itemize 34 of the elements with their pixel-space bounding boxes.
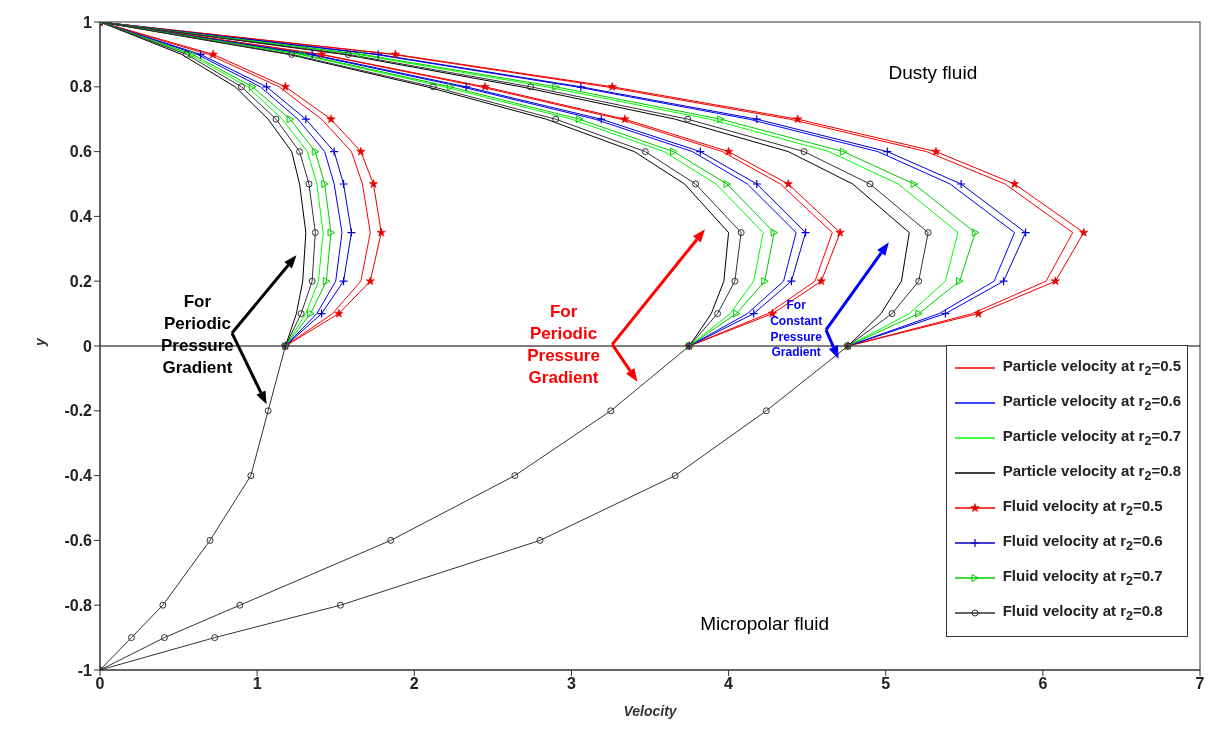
- y-tick-label: -0.2: [64, 402, 93, 420]
- y-tick-label: 0.6: [69, 143, 93, 161]
- legend-label: Fluid velocity at r$_{2}$=0.7: [1002, 567, 1163, 588]
- legend-label: Fluid velocity at r$_{2}$=0.6: [1002, 532, 1163, 553]
- y-tick-label: -0.4: [64, 467, 93, 485]
- legend-label: Fluid velocity at r$_{2}$=0.8: [1002, 602, 1163, 623]
- x-tick-label: 1: [252, 675, 262, 693]
- x-axis-title: Velocity: [623, 703, 678, 719]
- y-tick-label: 0.2: [69, 272, 93, 290]
- y-tick-label: 1: [83, 13, 93, 31]
- annotation: For Periodic Pressure Gradient: [527, 302, 600, 388]
- y-tick-label: 0.4: [69, 208, 93, 226]
- annotation: For Constant Pressure Gradient: [770, 298, 823, 360]
- x-tick-label: 2: [409, 675, 419, 693]
- y-tick-label: -0.6: [64, 532, 93, 550]
- x-tick-label: 7: [1195, 675, 1205, 693]
- y-tick-label: 0.8: [69, 78, 93, 96]
- x-tick-label: 6: [1038, 675, 1048, 693]
- legend-label: Particle velocity at r$_{2}$=0.5: [1002, 357, 1181, 378]
- y-tick-label: -1: [77, 661, 93, 679]
- x-tick-label: 0: [95, 675, 105, 693]
- x-tick-label: 3: [566, 675, 576, 693]
- legend-label: Particle velocity at r$_{2}$=0.7: [1002, 427, 1181, 448]
- legend-label: Particle velocity at r$_{2}$=0.8: [1002, 462, 1181, 483]
- x-tick-label: 4: [724, 675, 734, 693]
- annotation: Micropolar fluid: [700, 612, 830, 634]
- y-axis-title: y: [31, 337, 48, 347]
- y-tick-label: 0: [83, 337, 93, 355]
- annotation: Dusty fluid: [888, 61, 978, 83]
- y-tick-label: -0.8: [64, 596, 93, 614]
- annotation: For Periodic Pressure Gradient: [161, 292, 234, 378]
- legend-label: Particle velocity at r$_{2}$=0.6: [1002, 392, 1181, 413]
- legend-label: Fluid velocity at r$_{2}$=0.5: [1002, 497, 1163, 518]
- x-tick-label: 5: [881, 675, 891, 693]
